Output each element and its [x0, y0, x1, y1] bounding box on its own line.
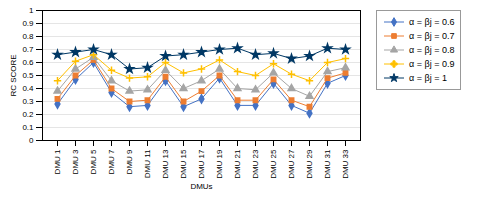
svg-text:DMU 19: DMU 19 [215, 149, 224, 179]
svg-text:0.9: 0.9 [22, 19, 34, 28]
svg-text:0.3: 0.3 [22, 97, 34, 106]
svg-text:DMU 5: DMU 5 [89, 149, 98, 174]
svg-text:DMU 29: DMU 29 [305, 149, 314, 179]
svg-text:0.1: 0.1 [22, 123, 34, 132]
svg-text:DMU 21: DMU 21 [233, 149, 242, 179]
svg-text:DMU 15: DMU 15 [179, 149, 188, 179]
svg-text:0.5: 0.5 [22, 71, 34, 80]
svg-text:0.8: 0.8 [22, 32, 34, 41]
html-text:α = βj = 0.6: α = βj = 0.6 [409, 17, 455, 27]
svg-text:DMU 1: DMU 1 [53, 149, 62, 174]
svg-text:DMU 31: DMU 31 [323, 149, 332, 179]
html-text:α = βj = 0.8: α = βj = 0.8 [409, 45, 455, 55]
svg-text:DMU 25: DMU 25 [269, 149, 278, 179]
svg-text:DMU 13: DMU 13 [161, 149, 170, 179]
svg-text:DMU 11: DMU 11 [143, 149, 152, 178]
svg-text:0.7: 0.7 [22, 45, 34, 54]
svg-text:0: 0 [29, 136, 34, 145]
svg-text:DMU 3: DMU 3 [71, 149, 80, 174]
svg-text:0.6: 0.6 [22, 58, 34, 67]
svg-text:DMU 23: DMU 23 [251, 149, 260, 179]
svg-text:DMU 7: DMU 7 [107, 149, 116, 174]
svg-text:DMUs: DMUs [190, 182, 212, 191]
html-text:α = βj = 0.7: α = βj = 0.7 [409, 31, 455, 41]
svg-text:DMU 17: DMU 17 [197, 149, 206, 179]
svg-text:RC SCORE: RC SCORE [9, 54, 18, 96]
svg-text:0.4: 0.4 [22, 84, 34, 93]
html-text:α = βj = 0.9: α = βj = 0.9 [409, 59, 455, 69]
svg-text:DMU 33: DMU 33 [341, 149, 350, 179]
html-text:α = βj = 1: α = βj = 1 [409, 73, 447, 83]
svg-text:1: 1 [29, 6, 34, 15]
svg-text:DMU 27: DMU 27 [287, 149, 296, 179]
svg-text:0.2: 0.2 [22, 110, 34, 119]
svg-text:DMU 9: DMU 9 [125, 149, 134, 174]
